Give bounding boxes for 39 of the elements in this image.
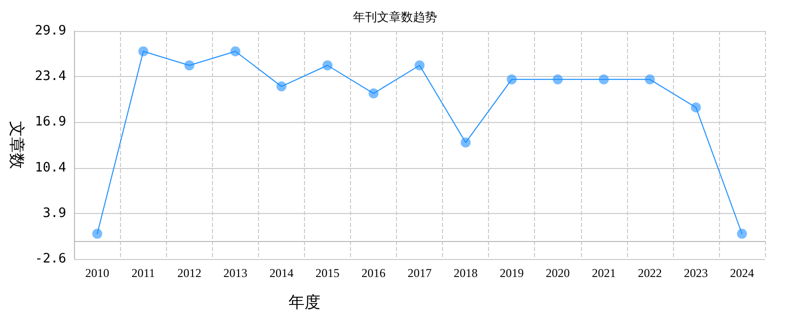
y-tick-label: 23.4: [34, 69, 66, 84]
x-tick-label: 2020: [546, 266, 570, 280]
y-tick-label: 29.9: [34, 24, 66, 38]
point: [322, 60, 332, 70]
x-axis-title: 年度: [288, 294, 321, 312]
chart-title: 年刊文章数趋势: [353, 10, 437, 24]
point: [184, 60, 194, 70]
point: [644, 74, 655, 84]
x-tick-label: 2024: [730, 266, 754, 280]
x-tick-label: 2016: [362, 266, 386, 280]
point: [736, 228, 747, 239]
x-tick-label: 2019: [500, 266, 524, 280]
point: [690, 102, 701, 112]
x-tick-label: 2017: [408, 266, 432, 280]
x-tick-label: 2014: [269, 266, 294, 280]
x-tick-label: 2015: [315, 266, 340, 280]
y-tick-label: 10.4: [34, 160, 66, 176]
x-tick-label: 2021: [592, 266, 616, 280]
point: [460, 138, 471, 148]
x-tick-label: 2012: [177, 266, 202, 280]
x-tick-label: 2010: [85, 266, 110, 280]
point: [138, 46, 148, 56]
point: [92, 228, 102, 239]
point: [598, 74, 609, 84]
point: [414, 60, 425, 70]
x-tick-label: 2013: [223, 266, 248, 280]
point: [368, 88, 379, 98]
x-tick-label: 2023: [684, 266, 708, 280]
point: [230, 46, 240, 56]
point: [276, 81, 286, 92]
point: [506, 74, 517, 84]
y-axis-title: 文章数: [8, 121, 26, 169]
x-tick-label: 2022: [638, 266, 662, 280]
y-tick-label: 3.9: [42, 206, 66, 221]
x-tick-label: 2011: [132, 266, 156, 280]
y-tick-label: -2.6: [34, 252, 66, 266]
x-tick-label: 2018: [454, 266, 478, 280]
point: [552, 74, 563, 84]
y-tick-label: 16.9: [34, 114, 66, 130]
